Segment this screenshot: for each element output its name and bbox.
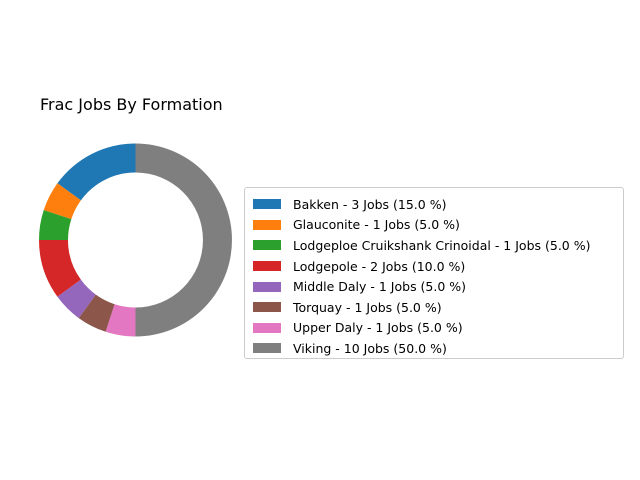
- legend-item: Lodgepole - 2 Jobs (10.0 %): [253, 256, 615, 277]
- legend-item: Lodgeploe Cruikshank Crinoidal - 1 Jobs …: [253, 235, 615, 256]
- legend-label: Middle Daly - 1 Jobs (5.0 %): [293, 279, 467, 295]
- legend-item: Upper Daly - 1 Jobs (5.0 %): [253, 318, 615, 339]
- legend: Bakken - 3 Jobs (15.0 %) Glauconite - 1 J…: [244, 187, 624, 359]
- legend-swatch: [253, 302, 281, 313]
- legend-label: Lodgepole - 2 Jobs (10.0 %): [293, 258, 466, 274]
- chart-title: Frac Jobs By Formation: [40, 95, 223, 114]
- donut-slice-lodgepole: [39, 240, 81, 297]
- legend-item: Bakken - 3 Jobs (15.0 %): [253, 194, 615, 215]
- legend-label: Glauconite - 1 Jobs (5.0 %): [293, 217, 460, 233]
- legend-label: Viking - 10 Jobs (50.0 %): [293, 340, 447, 356]
- legend-swatch: [253, 261, 281, 272]
- legend-item: Viking - 10 Jobs (50.0 %): [253, 338, 615, 359]
- donut-slice-upper-daly: [105, 304, 136, 337]
- legend-item: Torquay - 1 Jobs (5.0 %): [253, 297, 615, 318]
- legend-item: Middle Daly - 1 Jobs (5.0 %): [253, 276, 615, 297]
- legend-label: Lodgeploe Cruikshank Crinoidal - 1 Jobs …: [293, 237, 591, 253]
- legend-swatch: [253, 322, 281, 333]
- donut-slice-viking: [135, 143, 232, 337]
- donut-slice-glauconite: [43, 183, 81, 220]
- legend-item: Glauconite - 1 Jobs (5.0 %): [253, 215, 615, 236]
- donut-slice-lodgeploe-cruikshank-crinoidal: [39, 210, 72, 240]
- legend-label: Bakken - 3 Jobs (15.0 %): [293, 196, 447, 212]
- legend-label: Torquay - 1 Jobs (5.0 %): [293, 299, 442, 315]
- donut-slice-middle-daly: [57, 279, 96, 319]
- legend-swatch: [253, 343, 281, 354]
- donut-slice-torquay: [78, 294, 115, 332]
- legend-label: Upper Daly - 1 Jobs (5.0 %): [293, 320, 463, 336]
- legend-swatch: [253, 219, 281, 230]
- legend-swatch: [253, 281, 281, 292]
- legend-swatch: [253, 240, 281, 251]
- legend-swatch: [253, 199, 281, 210]
- donut-slice-bakken: [57, 143, 136, 201]
